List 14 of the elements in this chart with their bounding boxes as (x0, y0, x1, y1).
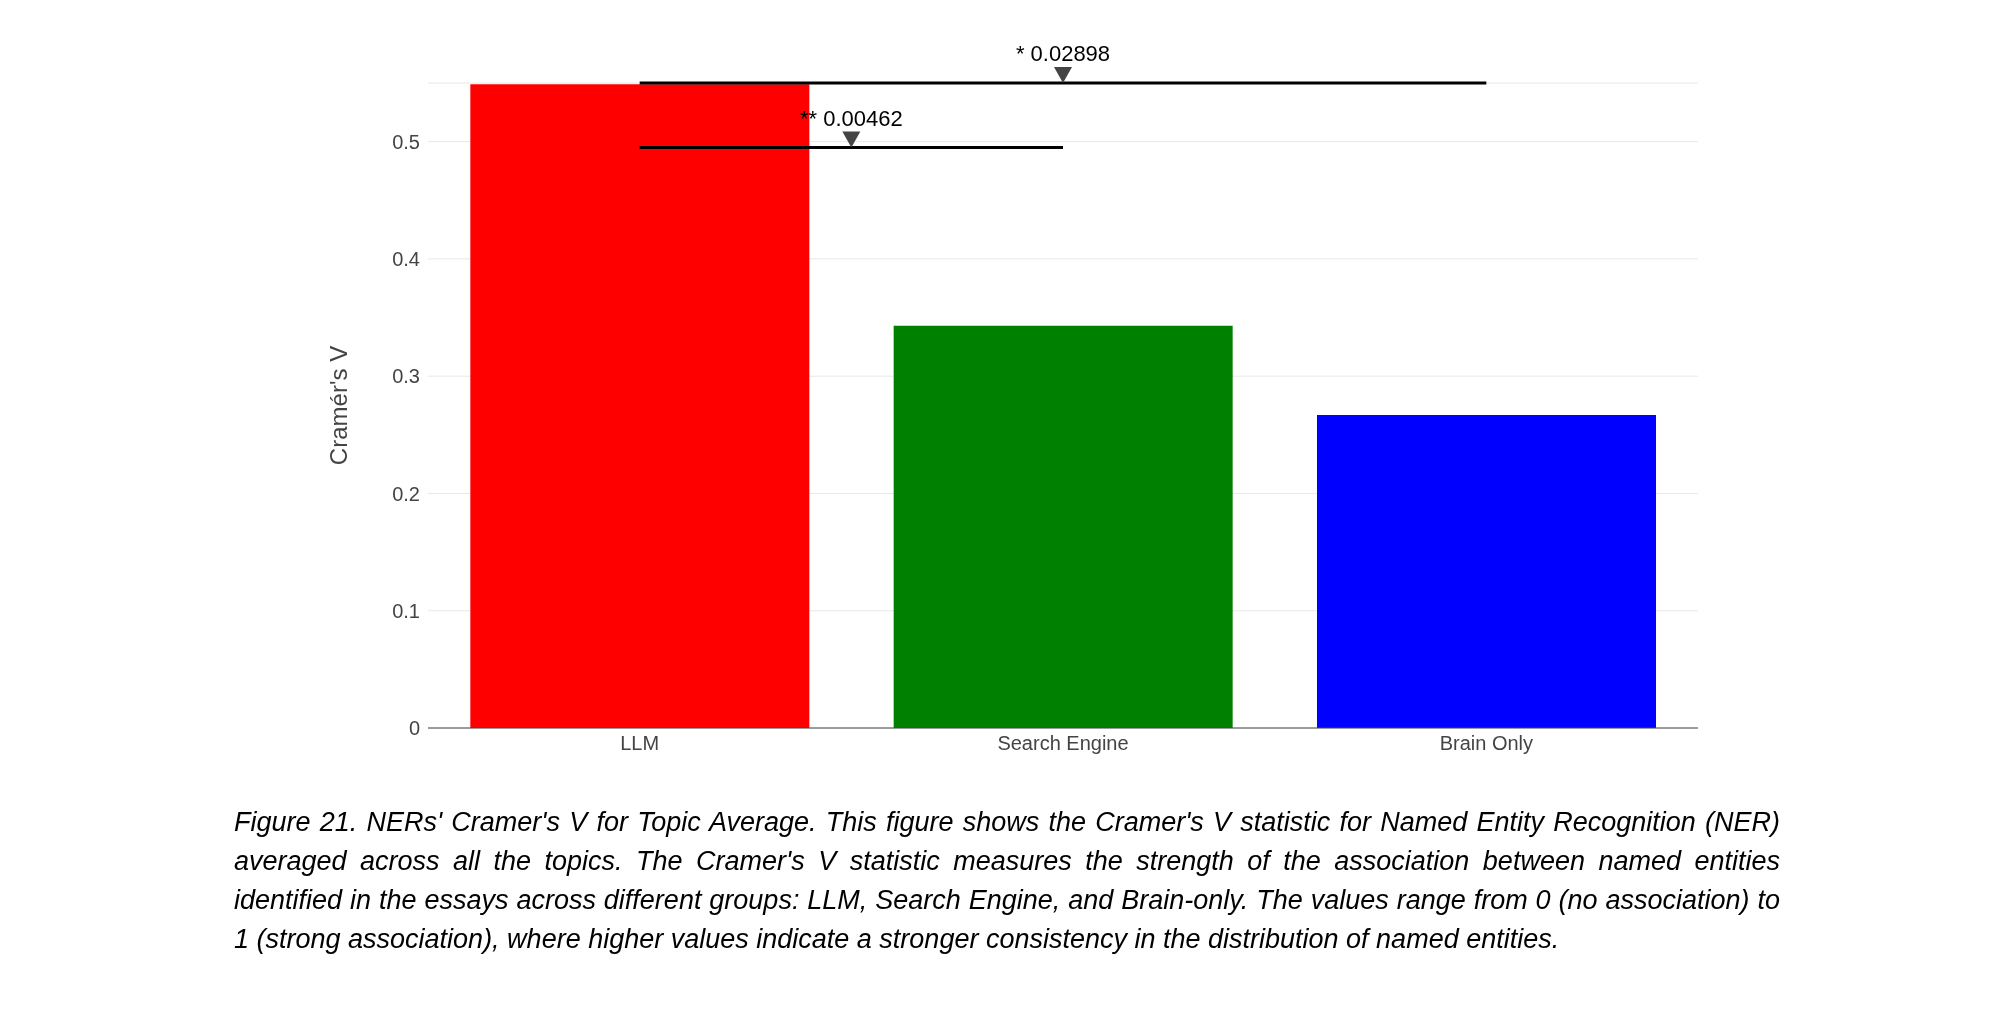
y-tick-label: 0.2 (392, 482, 420, 505)
y-tick-label: 0 (408, 717, 420, 740)
y-axis-title: Cramér's V (324, 345, 352, 466)
y-tick-label: 0.4 (392, 248, 420, 271)
bar (1317, 414, 1656, 728)
text: * 0.02898 (1015, 41, 1111, 66)
x-tick-label: Brain Only (1439, 732, 1534, 755)
caption: Figure 21. NERs' Cramer's V for Topic Average. This figure shows the Cramer's V statistic for Named Entity Recognition (NER) averaged across all the topics. The Cramer's V statistic measures the strength of the association between named entities identified in the essays across different groups: LLM, Search Engine, and Brain-only. The values range from 0 (no association) to 1 (strong association), where higher values indicate a stronger consistency in the distribution of named entities. (234, 806, 1780, 956)
y-tick-label: 0.1 (392, 599, 420, 622)
y-tick-label: 0.5 (392, 130, 420, 153)
x-tick-label: LLM (620, 732, 660, 755)
bar (893, 325, 1233, 728)
x-tick-label: Search Engine (997, 732, 1129, 755)
y-tick-label: 0.3 (392, 365, 420, 388)
